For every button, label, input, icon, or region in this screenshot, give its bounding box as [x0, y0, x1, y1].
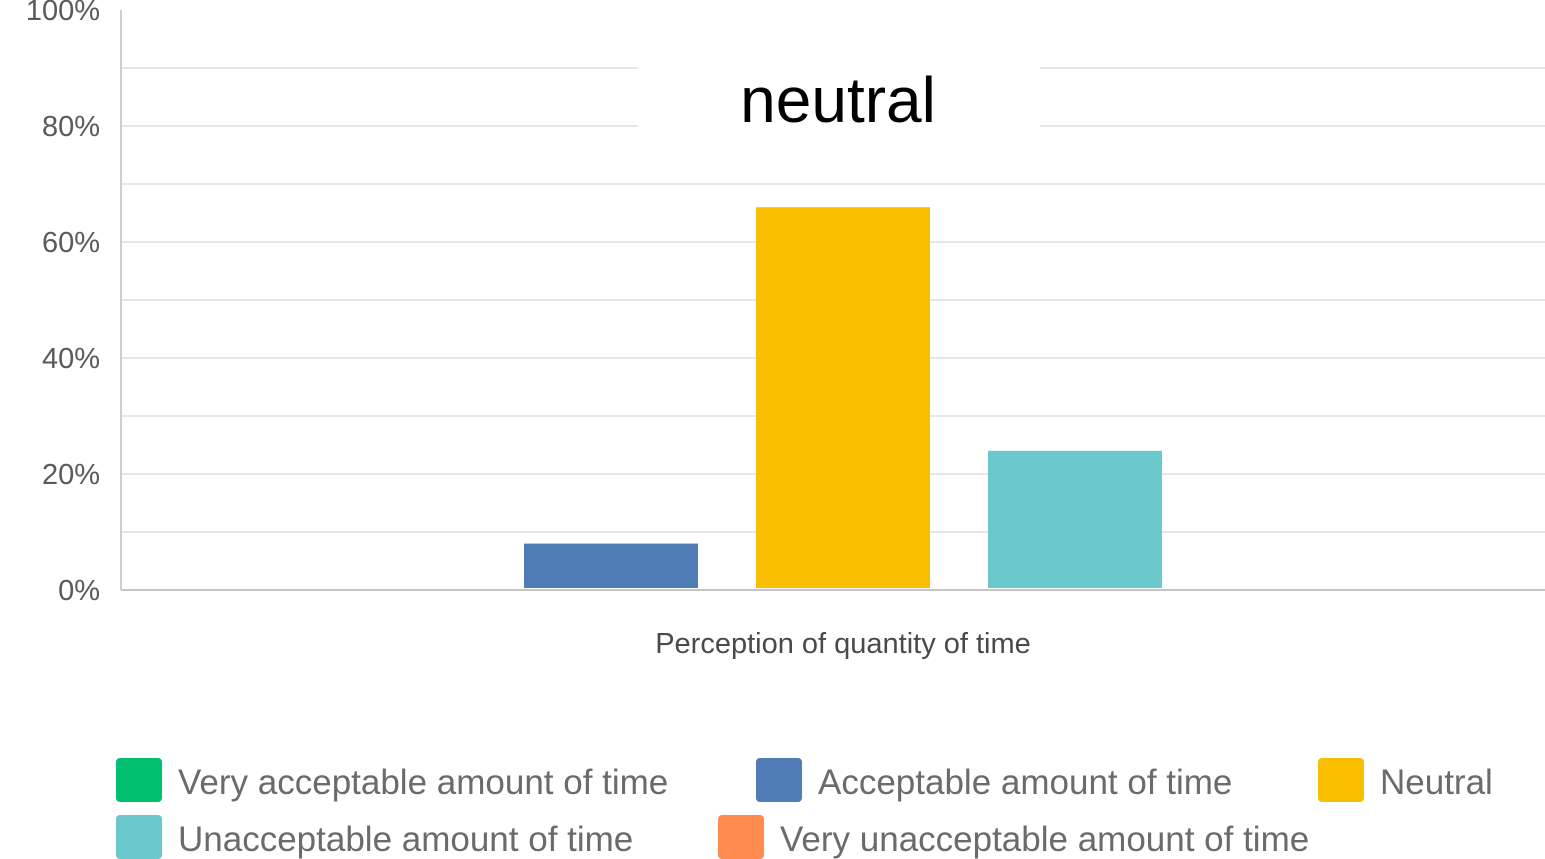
y-tick-label: 60% [42, 227, 100, 259]
legend-swatch [116, 758, 162, 802]
y-tick-label: 80% [42, 111, 100, 143]
legend-item: Acceptable amount of time [756, 758, 1232, 802]
x-category-label: Perception of quantity of time [655, 628, 1031, 660]
legend-label: Very unacceptable amount of time [780, 820, 1309, 859]
annotation-label: neutral [740, 64, 936, 136]
bar-neutral [756, 207, 930, 588]
bar-acceptable-amount-of-time [524, 543, 698, 588]
legend-swatch [1318, 758, 1364, 802]
legend-label: Acceptable amount of time [818, 763, 1232, 802]
bars [524, 207, 1162, 588]
y-axis-ticks: 0% 20% 40% 60% 80% 100% [26, 0, 100, 607]
y-tick-label: 0% [58, 575, 100, 607]
y-tick-label: 100% [26, 0, 100, 27]
annotation-background [638, 55, 1040, 145]
legend-item: Neutral [1318, 758, 1493, 802]
legend-swatch [116, 815, 162, 859]
legend-swatch [718, 815, 764, 859]
y-tick-label: 20% [42, 459, 100, 491]
legend-label: Very acceptable amount of time [178, 763, 668, 802]
legend-label: Neutral [1380, 763, 1493, 802]
legend-item: Very unacceptable amount of time [718, 815, 1309, 859]
legend-item: Unacceptable amount of time [116, 815, 633, 859]
annotation-group: neutral [638, 55, 1040, 145]
y-tick-label: 40% [42, 343, 100, 375]
bar-unacceptable-amount-of-time [988, 450, 1162, 588]
legend-item: Very acceptable amount of time [116, 758, 668, 802]
legend-label: Unacceptable amount of time [178, 820, 633, 859]
legend-swatch [756, 758, 802, 802]
legend: Very acceptable amount of time Acceptable… [116, 758, 1493, 859]
